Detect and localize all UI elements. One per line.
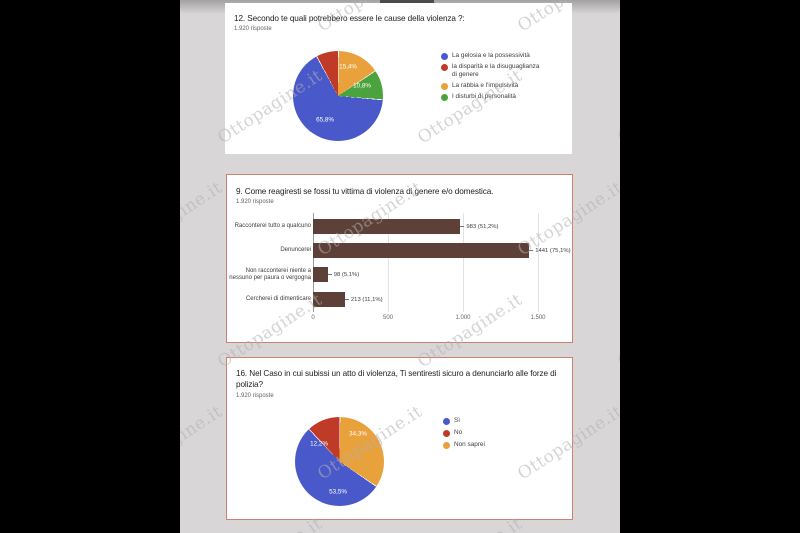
watermark: Ottopagine.it xyxy=(180,177,227,261)
x-axis-tick: 1.500 xyxy=(530,315,546,321)
question-card-12: 12. Secondo te quali potrebbero essere l… xyxy=(225,3,572,154)
y-axis-line xyxy=(313,213,314,312)
gridline xyxy=(538,213,539,312)
bar xyxy=(313,267,328,282)
legend-dot-icon xyxy=(441,82,448,90)
legend-dot-icon xyxy=(443,417,450,425)
bar xyxy=(313,219,461,234)
responses-count: 1.920 risposte xyxy=(234,26,272,32)
x-axis-tick: 0 xyxy=(311,315,315,321)
gridline xyxy=(463,213,464,312)
x-axis-tick: 1.000 xyxy=(455,315,471,321)
question-title: 9. Come reagiresti se fossi tu vittima d… xyxy=(236,187,494,196)
legend-dot-icon xyxy=(443,441,450,449)
question-card-16: 16. Nel Caso in cui subissi un atto di v… xyxy=(226,357,573,520)
responses-count: 1.920 risposte xyxy=(236,393,274,399)
bar-category-label: Racconterei tutto a qualcuno xyxy=(234,223,311,229)
legend-item: la disparità e la disuguaglianza di gene… xyxy=(441,63,545,79)
bar-row: Cercherei di dimenticare 213 (11,1%) xyxy=(227,292,570,307)
bar-category-label: Non racconterei niente a nessuno per pau… xyxy=(229,267,311,281)
pie-chart-causes xyxy=(293,51,383,141)
watermark: Ottopagine.it xyxy=(614,514,620,533)
legend-label: La rabbia e l'impulsività xyxy=(452,82,519,89)
legend-item: La gelosia e la possessività xyxy=(441,52,545,60)
bar-value-label: 983 (51,2%) xyxy=(460,224,498,230)
x-axis-tick: 500 xyxy=(382,315,394,321)
legend: La gelosia e la possessività la disparit… xyxy=(441,52,545,104)
legend-label: No xyxy=(454,429,463,436)
question-title: 12. Secondo te quali potrebbero essere l… xyxy=(234,14,465,23)
bar xyxy=(313,292,345,307)
legend-label: Sì xyxy=(454,417,461,424)
question-title: 16. Nel Caso in cui subissi un atto di v… xyxy=(236,369,557,389)
legend-dot-icon xyxy=(441,93,448,101)
pie-percent-label: 65,8% xyxy=(316,116,334,124)
survey-results-page: 12. Secondo te quali potrebbero essere l… xyxy=(180,0,620,533)
pie-percent-label: 10,8% xyxy=(353,82,371,90)
pie-percent-label: 15,4% xyxy=(339,63,357,71)
bar-category-label: Cercherei di dimenticare xyxy=(245,296,311,302)
gridline xyxy=(388,213,389,312)
legend-item: Sì xyxy=(443,417,547,425)
legend: Sì No Non saprei xyxy=(443,417,547,453)
watermark: Ottopagine.it xyxy=(614,65,620,149)
legend-item: La rabbia e l'impulsività xyxy=(441,82,545,90)
watermark: Ottopagine.it xyxy=(614,289,620,373)
bar-row: Racconterei tutto a qualcuno 983 (51,2%) xyxy=(227,219,570,234)
legend-label: La gelosia e la possessività xyxy=(452,52,530,59)
legend-item: No xyxy=(443,429,547,437)
bar-row: Denuncerei 1441 (75,1%) xyxy=(227,243,571,258)
bar xyxy=(313,243,530,258)
bar-chart-plot xyxy=(313,213,563,312)
legend-label: I disturbi di personalità xyxy=(452,93,516,100)
pie-percent-label: 34,3% xyxy=(349,430,367,438)
pie-chart-police xyxy=(295,417,384,506)
legend-label: Non saprei xyxy=(454,441,485,448)
pie-percent-label: 12,2% xyxy=(310,440,328,448)
legend-dot-icon xyxy=(441,52,448,60)
question-card-9: 9. Come reagiresti se fossi tu vittima d… xyxy=(226,174,573,343)
legend-label: la disparità e la disuguaglianza di gene… xyxy=(452,63,540,78)
bar-category-label: Denuncerei xyxy=(280,247,311,253)
legend-dot-icon xyxy=(441,63,448,71)
progress-strip xyxy=(380,0,434,4)
bar-value-label: 98 (5,1%) xyxy=(328,272,360,278)
bar-value-label: 1441 (75,1%) xyxy=(529,248,570,254)
bar-row: Non racconterei niente a nessuno per pau… xyxy=(227,267,570,282)
responses-count: 1.920 risposte xyxy=(236,199,274,205)
bar-value-label: 213 (11,1%) xyxy=(345,297,383,303)
legend-dot-icon xyxy=(443,429,450,437)
watermark: Ottopagine.it xyxy=(180,401,227,485)
watermark: Ottopagine.it xyxy=(180,0,226,36)
pie-percent-label: 53,5% xyxy=(329,488,347,496)
legend-item: Non saprei xyxy=(443,441,547,449)
legend-item: I disturbi di personalità xyxy=(441,93,545,101)
